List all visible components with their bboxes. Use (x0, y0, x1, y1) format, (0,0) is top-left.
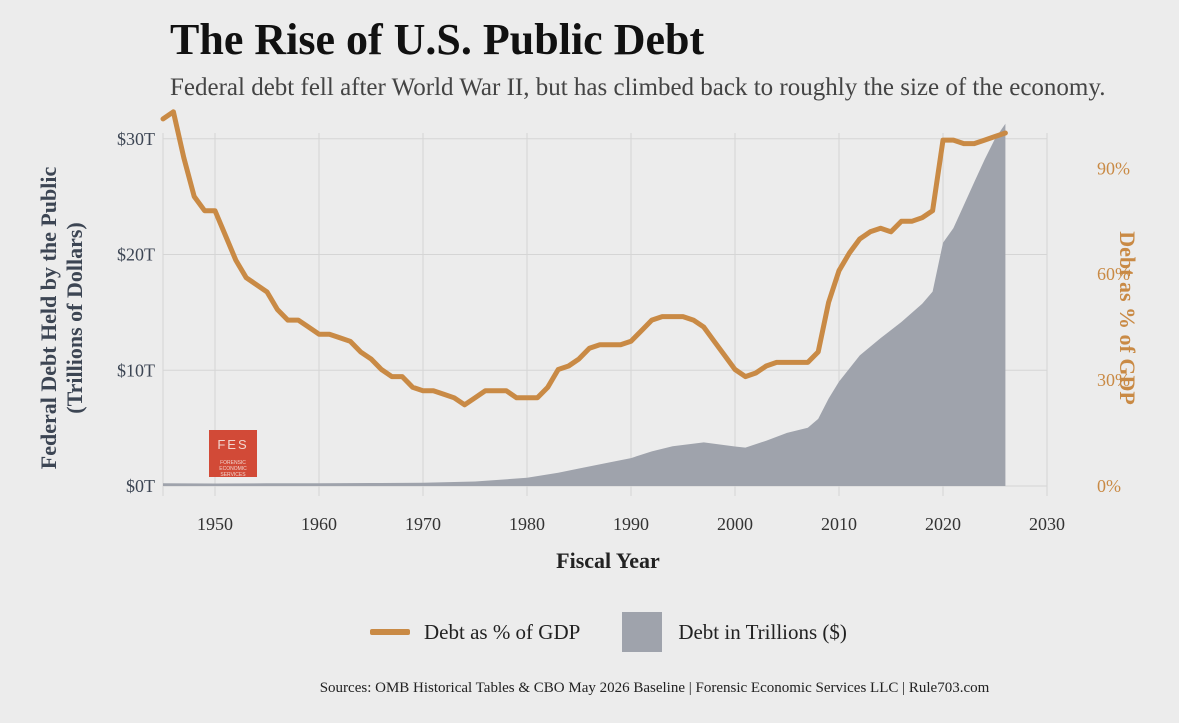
x-tick-label: 2010 (821, 514, 857, 534)
legend-area-label: Debt in Trillions ($) (678, 619, 847, 644)
left-tick-label: $20T (117, 245, 155, 265)
axis-titles: Fiscal Year Federal Debt Held by the Pub… (36, 167, 1140, 573)
debt-chart: 1950 1960 1970 1980 1990 2000 2010 2020 2030 $0T $… (36, 109, 1140, 573)
left-tick-label: $10T (117, 360, 155, 380)
left-axis-title-line: Federal Debt Held by the Public (36, 167, 61, 470)
legend-line-label: Debt as % of GDP (424, 619, 581, 644)
chart-title: The Rise of U.S. Public Debt (170, 15, 705, 64)
right-axis-title: Debt as % of GDP (1115, 231, 1140, 405)
left-tick-label: $0T (126, 476, 155, 496)
right-tick-label: 30% (1097, 370, 1130, 390)
x-tick-label: 2000 (717, 514, 753, 534)
x-tick-label: 1990 (613, 514, 649, 534)
left-tick-label: $30T (117, 129, 155, 149)
chart-subtitle: Federal debt fell after World War II, bu… (170, 74, 1106, 101)
logo-subtext: FORENSIC ECONOMIC SERVICES (219, 460, 247, 478)
legend-area-swatch (622, 612, 663, 652)
left-axis-title: Federal Debt Held by the Public(Trillion… (36, 167, 87, 470)
x-tick-label: 1980 (509, 514, 545, 534)
debt-trillions-area (163, 123, 1006, 486)
debt-pct-gdp-line (160, 109, 1008, 408)
right-tick-label: 90% (1097, 158, 1130, 178)
x-tick-label: 2020 (925, 514, 961, 534)
right-tick-label: 0% (1097, 476, 1121, 496)
logo-text: FES (217, 437, 249, 452)
left-axis-title-line: (Trillions of Dollars) (62, 222, 87, 413)
x-tick-label: 2030 (1029, 514, 1065, 534)
legend-line-swatch (370, 629, 410, 635)
axis-ticks: 1950 1960 1970 1980 1990 2000 2010 2020 2030 $0T $… (117, 129, 1130, 534)
x-axis-title: Fiscal Year (556, 548, 660, 573)
x-tick-label: 1950 (197, 514, 233, 534)
x-tick-label: 1970 (405, 514, 441, 534)
legend: Debt as % of GDP Debt in Trillions ($) (370, 612, 847, 652)
x-tick-label: 1960 (301, 514, 337, 534)
source-note: Sources: OMB Historical Tables & CBO May… (319, 680, 990, 696)
fes-logo: FES FORENSIC ECONOMIC SERVICES (209, 430, 257, 478)
right-tick-label: 60% (1097, 264, 1130, 284)
